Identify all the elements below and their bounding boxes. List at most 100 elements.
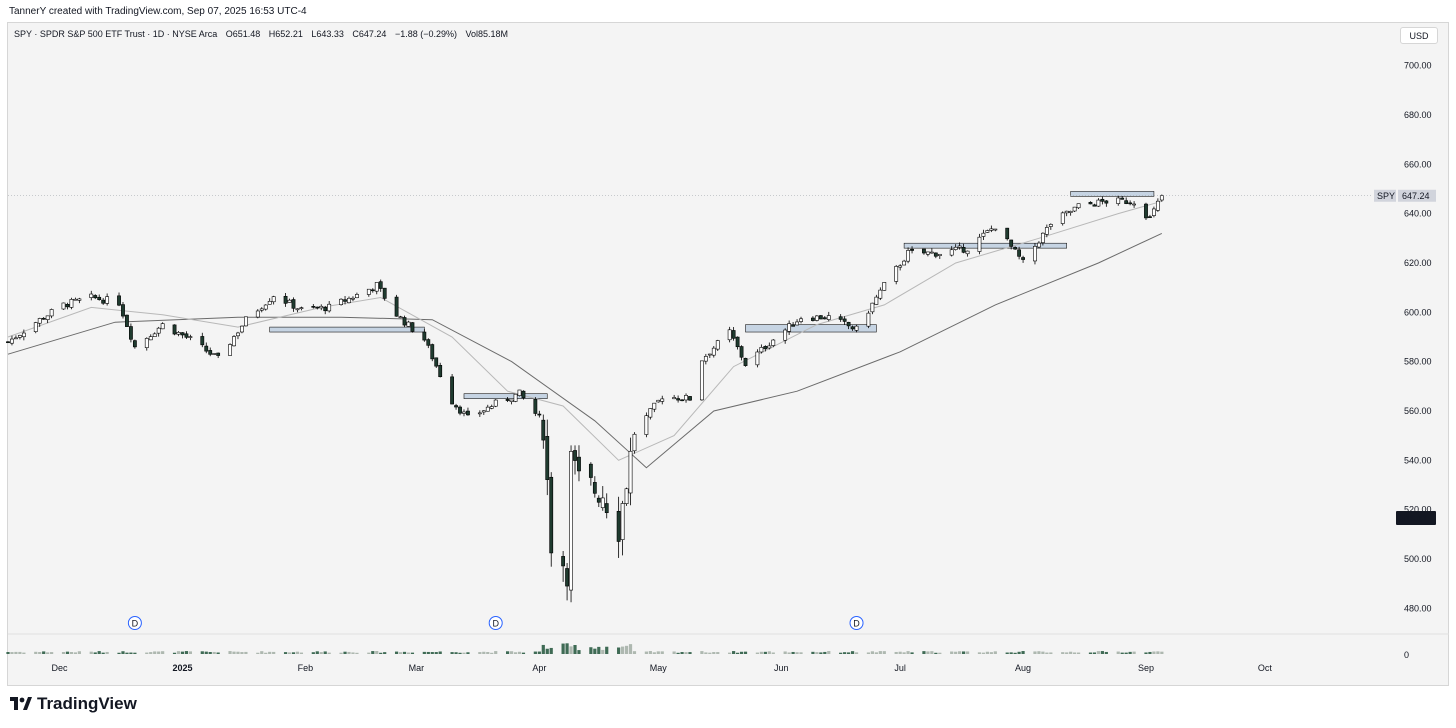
dividend-marker-label: D bbox=[132, 619, 139, 629]
volume-bar bbox=[977, 652, 982, 654]
volume-bar bbox=[1021, 651, 1025, 654]
volume-bar bbox=[264, 652, 268, 654]
candle-body bbox=[180, 332, 185, 336]
volume-bar bbox=[93, 652, 97, 654]
candle-body bbox=[132, 340, 137, 348]
candle-body bbox=[33, 322, 38, 332]
volume-bar bbox=[870, 651, 874, 654]
volume-bar bbox=[593, 648, 597, 654]
volume-bar bbox=[232, 651, 236, 654]
candle-body bbox=[656, 399, 661, 403]
candle-body bbox=[1044, 227, 1049, 235]
candle-body bbox=[105, 296, 110, 304]
support-zone bbox=[1070, 191, 1155, 197]
candle-body bbox=[672, 397, 677, 400]
candle-body bbox=[295, 308, 300, 311]
volume-bar bbox=[755, 652, 760, 654]
candle-body bbox=[652, 402, 657, 410]
volume-bar bbox=[283, 652, 288, 654]
candle-body bbox=[263, 304, 268, 310]
volume-bar bbox=[383, 652, 387, 654]
volume-bar bbox=[601, 649, 605, 654]
candle-body bbox=[1072, 206, 1077, 212]
volume-bar bbox=[149, 652, 153, 654]
volume-bar bbox=[14, 651, 18, 654]
volume-bar bbox=[965, 651, 970, 654]
tradingview-mark-icon bbox=[10, 697, 32, 710]
volume-bar bbox=[216, 652, 220, 654]
volume-bar bbox=[18, 651, 22, 654]
volume-bar bbox=[299, 652, 304, 654]
x-tick-label: Aug bbox=[1015, 663, 1031, 673]
candle-body bbox=[97, 296, 102, 300]
candle-body bbox=[37, 318, 42, 324]
candle-body bbox=[1017, 249, 1022, 257]
candle-body bbox=[818, 315, 823, 320]
candle-body bbox=[73, 298, 78, 301]
last-price-tag-bg bbox=[1398, 189, 1436, 202]
currency-button[interactable]: USD bbox=[1400, 27, 1438, 44]
volume-bar bbox=[573, 644, 577, 654]
volume-bar bbox=[355, 652, 359, 654]
candle-body bbox=[402, 317, 407, 326]
volume-bar bbox=[771, 652, 775, 654]
volume-bar bbox=[394, 651, 399, 654]
candle-body bbox=[1021, 257, 1025, 260]
candle-body bbox=[172, 324, 177, 335]
candle-body bbox=[1005, 227, 1010, 240]
candle-body bbox=[592, 482, 597, 494]
volume-bar bbox=[458, 652, 462, 654]
candle-body bbox=[311, 306, 316, 308]
candle-body bbox=[89, 293, 94, 298]
ohlc-low: L643.33 bbox=[311, 29, 344, 39]
volume-bar bbox=[42, 651, 46, 654]
volume-bar bbox=[133, 652, 137, 654]
candle-body bbox=[1013, 247, 1018, 250]
volume-bar bbox=[850, 651, 855, 654]
volume-value: Vol85.18M bbox=[465, 29, 509, 39]
candle-body bbox=[283, 295, 288, 304]
volume-bar bbox=[961, 651, 966, 654]
volume-bar bbox=[319, 652, 323, 654]
crosshair-tag-bg bbox=[1396, 511, 1436, 526]
candle-body bbox=[430, 344, 435, 360]
candle-body bbox=[462, 411, 466, 414]
candle-body bbox=[236, 332, 240, 337]
candle-body bbox=[10, 338, 14, 344]
candle-body bbox=[200, 336, 205, 346]
volume-bar bbox=[375, 651, 379, 654]
candle-body bbox=[93, 295, 98, 299]
y-tick-label: 520.00 bbox=[1404, 505, 1432, 515]
volume-bar bbox=[490, 652, 494, 654]
volume-bar bbox=[799, 652, 803, 654]
candle-body bbox=[1064, 210, 1069, 214]
candle-body bbox=[422, 331, 427, 341]
volume-bar bbox=[795, 652, 799, 654]
support-zone bbox=[269, 326, 425, 333]
volume-bar bbox=[910, 652, 914, 654]
candle-body bbox=[152, 333, 157, 337]
candle-body bbox=[854, 325, 859, 331]
symbol-tag: SPY bbox=[1377, 191, 1395, 201]
candle-body bbox=[1159, 195, 1164, 201]
candle-body bbox=[355, 294, 359, 299]
volume-bar bbox=[410, 652, 415, 654]
candle-body bbox=[513, 393, 518, 402]
volume-bar bbox=[486, 651, 490, 654]
volume-bar bbox=[1069, 651, 1073, 654]
support-zone bbox=[903, 242, 1067, 249]
volume-bar bbox=[728, 652, 732, 654]
crosshair-price-tag: 516.61 bbox=[1400, 514, 1428, 524]
volume-bar bbox=[513, 652, 518, 654]
volume-bar bbox=[50, 652, 54, 654]
volume-bar bbox=[1005, 652, 1009, 654]
candle-body bbox=[628, 450, 633, 494]
volume-bar bbox=[438, 651, 442, 654]
created-with-line: TannerY created with TradingView.com, Se… bbox=[9, 6, 307, 17]
volume-bar bbox=[434, 652, 438, 654]
volume-bar bbox=[617, 647, 621, 654]
volume-bar bbox=[454, 652, 458, 654]
candle-body bbox=[842, 318, 847, 322]
chart-panel[interactable] bbox=[7, 22, 1449, 686]
